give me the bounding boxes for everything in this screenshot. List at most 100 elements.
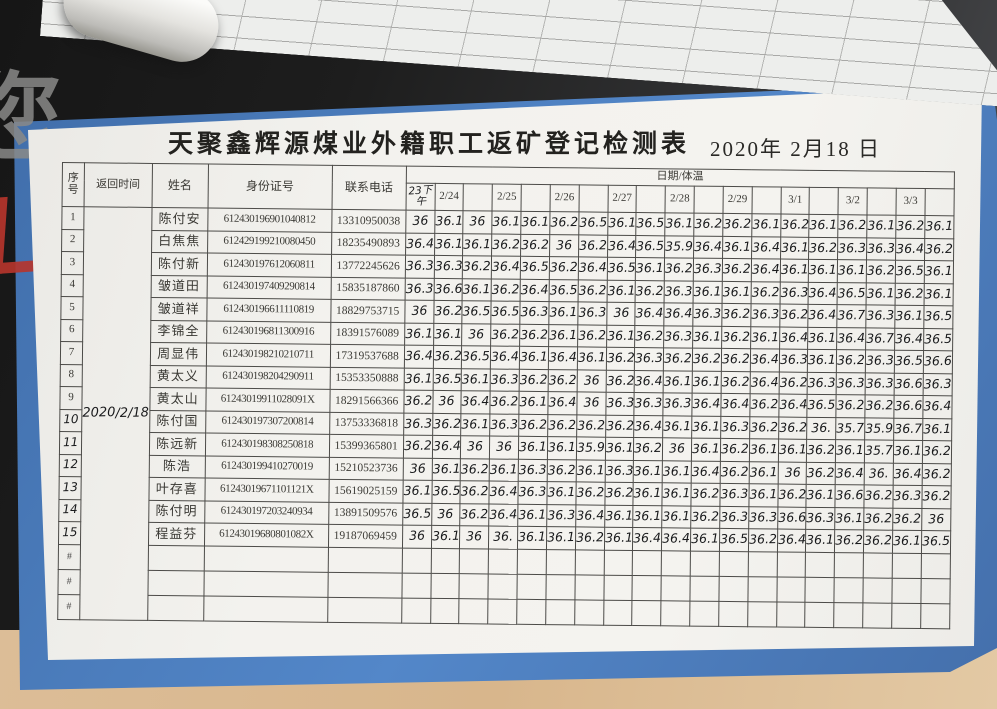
temp-cell: 36.5: [894, 350, 924, 374]
temp-cell: [921, 553, 951, 579]
temp-cell: 36: [461, 323, 492, 347]
temp-cell: 36.3: [779, 281, 809, 305]
temp-cell: 36.3: [865, 349, 895, 373]
temp-cell: 36.5: [719, 528, 749, 552]
temp-cell: 36.5: [520, 256, 550, 280]
phone-cell: 13310950038: [331, 209, 406, 233]
register-table: 序号 返回时间 姓名 身份证号 联系电话 日期/体温 23下午 2/24 2/25 2…: [57, 162, 955, 629]
temp-cell: 36.1: [692, 325, 722, 349]
temp-cell: [401, 547, 431, 573]
id-cell: [203, 595, 328, 622]
register-table-body: 1 2020/2/18 陈付安 612430196901040812 133109500…: [57, 206, 954, 629]
index-cell: 3: [61, 251, 84, 275]
return-time-cell: 2020/2/18: [79, 206, 152, 620]
date-header-cell: 3/3: [896, 188, 926, 216]
name-cell: 陈付安: [151, 207, 208, 231]
temp-cell: [517, 548, 547, 575]
temp-cell: 36.2: [519, 368, 549, 392]
index-cell: 11: [59, 431, 82, 455]
register-table-wrap: 序号 返回时间 姓名 身份证号 联系电话 日期/体温 23下午 2/24 2/25 2…: [57, 162, 955, 629]
temp-cell: 36.3: [664, 280, 694, 304]
temp-cell: [776, 576, 806, 602]
name-cell: 陈付新: [150, 252, 208, 276]
temp-cell: 36.1: [635, 257, 665, 281]
temp-cell: 36.2: [865, 394, 895, 418]
temp-cell: 36.3: [720, 415, 750, 439]
temp-cell: 36.1: [547, 436, 577, 460]
date-header-cell: [751, 186, 781, 215]
temp-cell: [805, 551, 835, 578]
temp-cell: 36.1: [430, 525, 461, 549]
date-header-cell: [809, 187, 839, 215]
temp-cell: [833, 602, 864, 628]
temp-cell: 36.1: [690, 528, 720, 551]
temp-cell: [487, 598, 517, 624]
temp-cell: 36.3: [837, 237, 867, 260]
temp-cell: 36.1: [894, 305, 924, 329]
temp-cell: 36.1: [662, 415, 692, 439]
temp-cell: 36.4: [720, 393, 750, 417]
temp-cell: 36.3: [807, 371, 837, 395]
temp-cell: 36.5: [491, 301, 521, 324]
name-cell: 陈付国: [149, 409, 206, 434]
temp-cell: [632, 549, 662, 576]
temp-cell: 36.2: [519, 323, 549, 347]
temp-cell: 36.6: [835, 484, 865, 508]
temp-cell: 36.4: [634, 370, 664, 393]
temp-cell: [660, 600, 691, 626]
temp-cell: [690, 550, 720, 576]
temp-cell: 36.1: [780, 236, 810, 260]
temp-cell: 36.1: [665, 212, 695, 236]
temp-cell: 36.1: [748, 461, 779, 485]
temp-cell: [834, 577, 864, 603]
temp-cell: 36.1: [662, 482, 692, 506]
temp-cell: [632, 574, 662, 601]
temp-cell: 36.2: [691, 483, 721, 506]
temp-cell: 36: [460, 435, 490, 459]
temp-cell: 36.1: [548, 301, 578, 325]
name-cell: 陈付明: [148, 499, 205, 524]
temp-cell: 36: [402, 457, 432, 481]
temp-cell: 36.1: [546, 526, 576, 550]
phone-cell: 13891509576: [328, 501, 403, 526]
id-cell: 612429199210080450: [207, 230, 332, 255]
phone-cell: 15619025159: [328, 479, 403, 503]
temp-cell: 36.3: [404, 255, 435, 278]
temp-cell: 36.5: [923, 305, 953, 329]
temp-cell: 36.2: [432, 412, 462, 436]
temp-cell: 36.3: [866, 237, 896, 261]
temp-cell: 36.2: [838, 214, 868, 238]
temp-cell: 36.2: [547, 459, 577, 482]
temp-cell: [719, 550, 749, 577]
temp-cell: 36.1: [722, 280, 752, 304]
temp-cell: [430, 597, 460, 624]
header-id-number: 身份证号: [207, 164, 333, 210]
temp-cell: 36: [662, 437, 692, 461]
temp-cell: 36.: [864, 462, 894, 486]
temp-cell: 36.4: [779, 326, 809, 350]
temp-cell: 36.5: [895, 260, 925, 284]
temp-cell: 36.2: [806, 439, 836, 463]
temp-cell: 36.3: [865, 304, 896, 328]
temp-cell: 36.1: [633, 505, 663, 528]
temp-cell: [920, 578, 950, 604]
temp-cell: 36.4: [836, 327, 866, 350]
temp-cell: 36.4: [548, 346, 578, 370]
temp-cell: 36.1: [575, 459, 605, 483]
temp-cell: 36.2: [863, 507, 893, 531]
temp-cell: 36.4: [489, 480, 519, 504]
temp-cell: [892, 552, 922, 579]
name-cell: 李锦全: [150, 319, 207, 344]
temp-cell: [862, 602, 892, 628]
temp-cell: 36.1: [751, 213, 781, 237]
temp-cell: [661, 550, 691, 576]
temp-cell: 36.2: [460, 480, 490, 504]
header-index: 序号: [62, 162, 85, 207]
temp-cell: 36.4: [691, 393, 722, 416]
temp-cell: 36.2: [922, 440, 952, 464]
temp-cell: [805, 576, 835, 603]
temp-cell: 36.5: [837, 282, 867, 305]
id-cell: [203, 545, 329, 572]
temp-cell: 36.2: [690, 505, 720, 529]
temp-cell: 36: [921, 508, 951, 531]
